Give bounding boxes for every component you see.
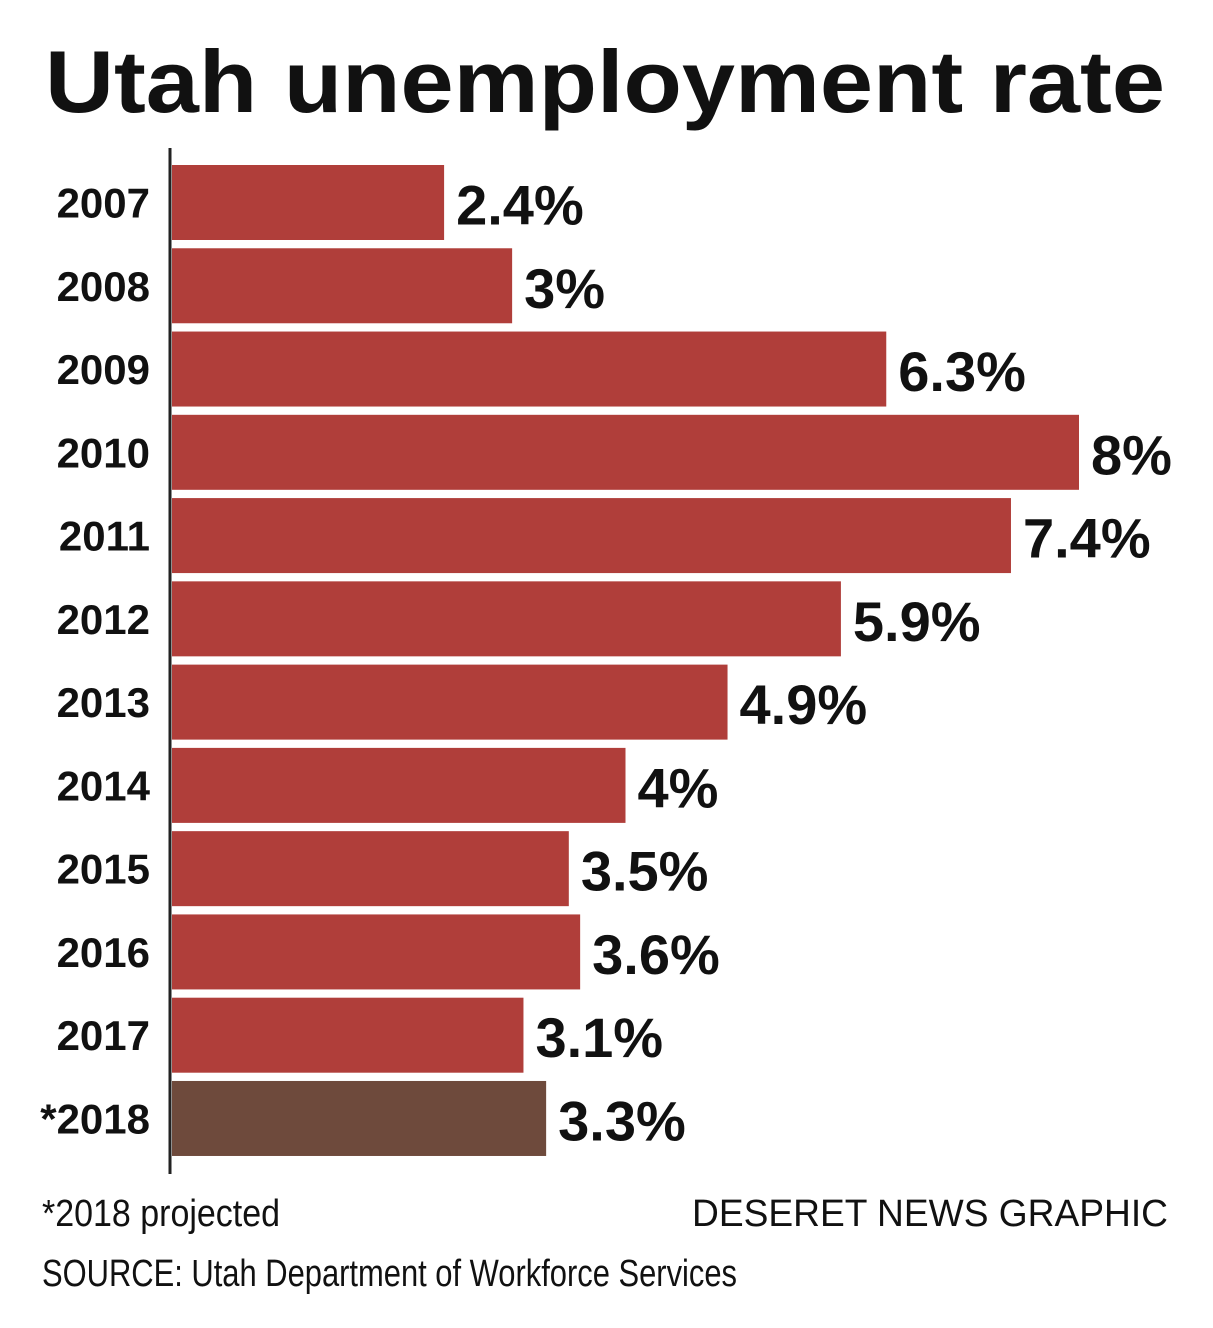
bar	[172, 414, 1079, 490]
bar	[172, 581, 841, 657]
value-label: 4.9%	[740, 673, 868, 736]
chart-title: Utah unemployment rate	[45, 32, 1165, 131]
value-label: 3.1%	[535, 1006, 663, 1069]
value-label: 5.9%	[853, 590, 981, 653]
value-label: 7.4%	[1023, 507, 1151, 570]
value-label: 2.4%	[456, 174, 584, 237]
y-tick-label: 2009	[57, 346, 150, 393]
bar	[172, 248, 513, 324]
bar	[172, 747, 626, 823]
y-tick-label: 2011	[59, 513, 150, 560]
y-tick-label: 2007	[57, 180, 150, 227]
value-label: 6.3%	[898, 340, 1026, 403]
value-label: 3.5%	[581, 840, 709, 903]
value-label: 8%	[1091, 423, 1172, 486]
bar	[172, 165, 445, 240]
bar	[172, 997, 524, 1073]
bar	[172, 664, 728, 740]
value-label: 4%	[638, 756, 719, 819]
y-tick-label: 2012	[57, 596, 150, 643]
bar	[172, 331, 887, 407]
source: SOURCE: Utah Department of Workforce Ser…	[42, 1253, 737, 1295]
y-tick-label: 2015	[57, 846, 150, 893]
y-tick-label: 2017	[57, 1012, 150, 1059]
bar	[172, 1080, 547, 1156]
y-tick-label: *2018	[40, 1095, 150, 1142]
y-tick-label: 2013	[57, 679, 150, 726]
bar	[172, 498, 1011, 574]
bar	[172, 914, 581, 990]
value-label: 3.3%	[558, 1089, 686, 1152]
y-tick-label: 2008	[57, 263, 150, 310]
note: *2018 projected	[42, 1193, 280, 1235]
y-tick-label: 2016	[57, 929, 150, 976]
credit: DESERET NEWS GRAPHIC	[692, 1193, 1168, 1235]
y-tick-label: 2010	[57, 429, 150, 476]
value-label: 3%	[524, 257, 605, 320]
bar	[172, 831, 569, 907]
y-tick-label: 2014	[57, 762, 151, 809]
value-label: 3.6%	[592, 923, 720, 986]
